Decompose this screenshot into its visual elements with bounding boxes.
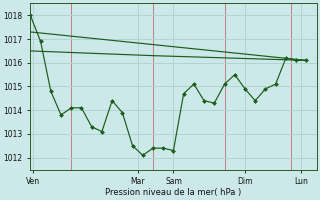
X-axis label: Pression niveau de la mer( hPa ): Pression niveau de la mer( hPa )	[105, 188, 242, 197]
